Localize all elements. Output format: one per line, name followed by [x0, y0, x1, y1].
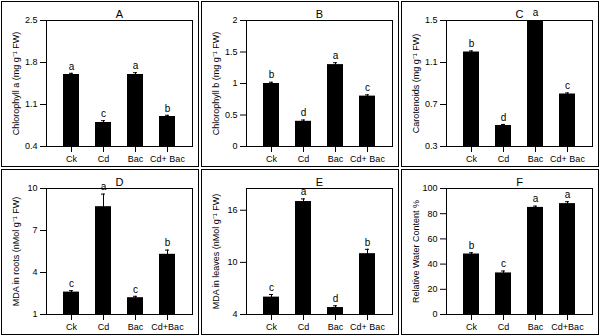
svg-text:4: 4: [232, 309, 237, 319]
svg-text:c: c: [365, 82, 370, 93]
svg-text:b: b: [269, 69, 275, 80]
svg-text:40: 40: [427, 259, 437, 269]
svg-text:1.8: 1.8: [25, 57, 38, 67]
svg-text:Chlorophyll b (mg g⁻¹ FW): Chlorophyll b (mg g⁻¹ FW): [211, 32, 221, 136]
svg-text:60: 60: [427, 234, 437, 244]
svg-text:1: 1: [32, 309, 37, 319]
svg-text:b: b: [165, 237, 171, 248]
svg-text:16: 16: [227, 205, 237, 215]
svg-text:Bac: Bac: [328, 322, 344, 332]
svg-text:0.4: 0.4: [25, 141, 38, 151]
svg-text:Cd+ Bac: Cd+ Bac: [550, 154, 585, 164]
svg-text:a: a: [301, 186, 307, 197]
svg-text:A: A: [116, 8, 124, 20]
svg-text:Cd: Cd: [98, 154, 110, 164]
svg-text:d: d: [501, 112, 507, 123]
svg-text:MDA in roots (nMol g⁻¹ FW): MDA in roots (nMol g⁻¹ FW): [11, 197, 21, 307]
svg-text:1: 1: [232, 78, 237, 88]
svg-text:Ck: Ck: [266, 322, 277, 332]
svg-text:Ck: Ck: [66, 154, 77, 164]
svg-text:20: 20: [427, 284, 437, 294]
svg-text:F: F: [516, 176, 523, 188]
svg-text:Cd: Cd: [298, 322, 310, 332]
svg-text:a: a: [565, 189, 571, 200]
svg-text:Bac: Bac: [128, 322, 144, 332]
svg-text:1.1: 1.1: [25, 99, 38, 109]
svg-text:Bac: Bac: [528, 154, 544, 164]
svg-text:0.3: 0.3: [425, 141, 438, 151]
svg-text:Cd+ Bac: Cd+ Bac: [150, 154, 185, 164]
svg-text:Carotenoids (mg g⁻¹ FW): Carotenoids (mg g⁻¹ FW): [411, 34, 421, 134]
svg-text:Cd: Cd: [298, 154, 310, 164]
svg-text:a: a: [533, 7, 539, 18]
svg-text:Cd: Cd: [98, 322, 110, 332]
svg-text:0.7: 0.7: [425, 99, 438, 109]
svg-text:E: E: [316, 176, 323, 188]
svg-text:1.1: 1.1: [425, 57, 438, 67]
svg-text:Chlorophyll a (mg g⁻¹ FW): Chlorophyll a (mg g⁻¹ FW): [11, 32, 21, 136]
svg-text:c: c: [269, 282, 274, 293]
svg-text:Bac: Bac: [328, 154, 344, 164]
svg-text:C: C: [516, 8, 524, 20]
svg-text:Ck: Ck: [466, 154, 477, 164]
svg-text:B: B: [316, 8, 323, 20]
svg-text:2.5: 2.5: [25, 15, 38, 25]
svg-text:a: a: [533, 193, 539, 204]
svg-text:c: c: [101, 108, 106, 119]
svg-text:Cd+Bac: Cd+Bac: [551, 322, 584, 332]
svg-text:Cd+ Bac: Cd+ Bac: [350, 322, 385, 332]
svg-text:7: 7: [32, 225, 37, 235]
svg-text:a: a: [101, 181, 107, 192]
svg-text:1.5: 1.5: [225, 47, 238, 57]
svg-text:D: D: [116, 176, 124, 188]
svg-text:10: 10: [227, 257, 237, 267]
svg-text:b: b: [469, 38, 475, 49]
svg-text:c: c: [565, 80, 570, 91]
svg-text:a: a: [333, 50, 339, 61]
svg-text:Bac: Bac: [128, 154, 144, 164]
svg-text:0: 0: [232, 141, 237, 151]
svg-text:100: 100: [422, 183, 437, 193]
svg-text:2: 2: [232, 15, 237, 25]
svg-text:Ck: Ck: [266, 154, 277, 164]
svg-text:a: a: [133, 60, 139, 71]
svg-text:Cd: Cd: [498, 154, 510, 164]
svg-text:Cd+Bac: Cd+Bac: [151, 322, 184, 332]
svg-text:b: b: [365, 237, 371, 248]
svg-text:Bac: Bac: [528, 322, 544, 332]
svg-text:Ck: Ck: [66, 322, 77, 332]
svg-text:d: d: [301, 107, 307, 118]
svg-text:10: 10: [27, 183, 37, 193]
svg-text:a: a: [69, 61, 75, 72]
svg-text:b: b: [469, 240, 475, 251]
svg-text:c: c: [501, 258, 506, 269]
svg-text:0: 0: [432, 309, 437, 319]
svg-text:80: 80: [427, 209, 437, 219]
svg-text:Cd: Cd: [498, 322, 510, 332]
svg-text:1.5: 1.5: [425, 15, 438, 25]
svg-text:MDA in leaves (nMol g⁻¹ FW): MDA in leaves (nMol g⁻¹ FW): [211, 194, 221, 310]
svg-text:Ck: Ck: [466, 322, 477, 332]
svg-text:d: d: [333, 293, 339, 304]
svg-text:b: b: [165, 103, 171, 114]
svg-text:c: c: [133, 284, 138, 295]
svg-text:c: c: [69, 278, 74, 289]
svg-text:Cd+ Bac: Cd+ Bac: [350, 154, 385, 164]
svg-text:4: 4: [32, 267, 37, 277]
svg-text:Relative Water Content %: Relative Water Content %: [411, 200, 421, 303]
svg-text:0.5: 0.5: [225, 110, 238, 120]
